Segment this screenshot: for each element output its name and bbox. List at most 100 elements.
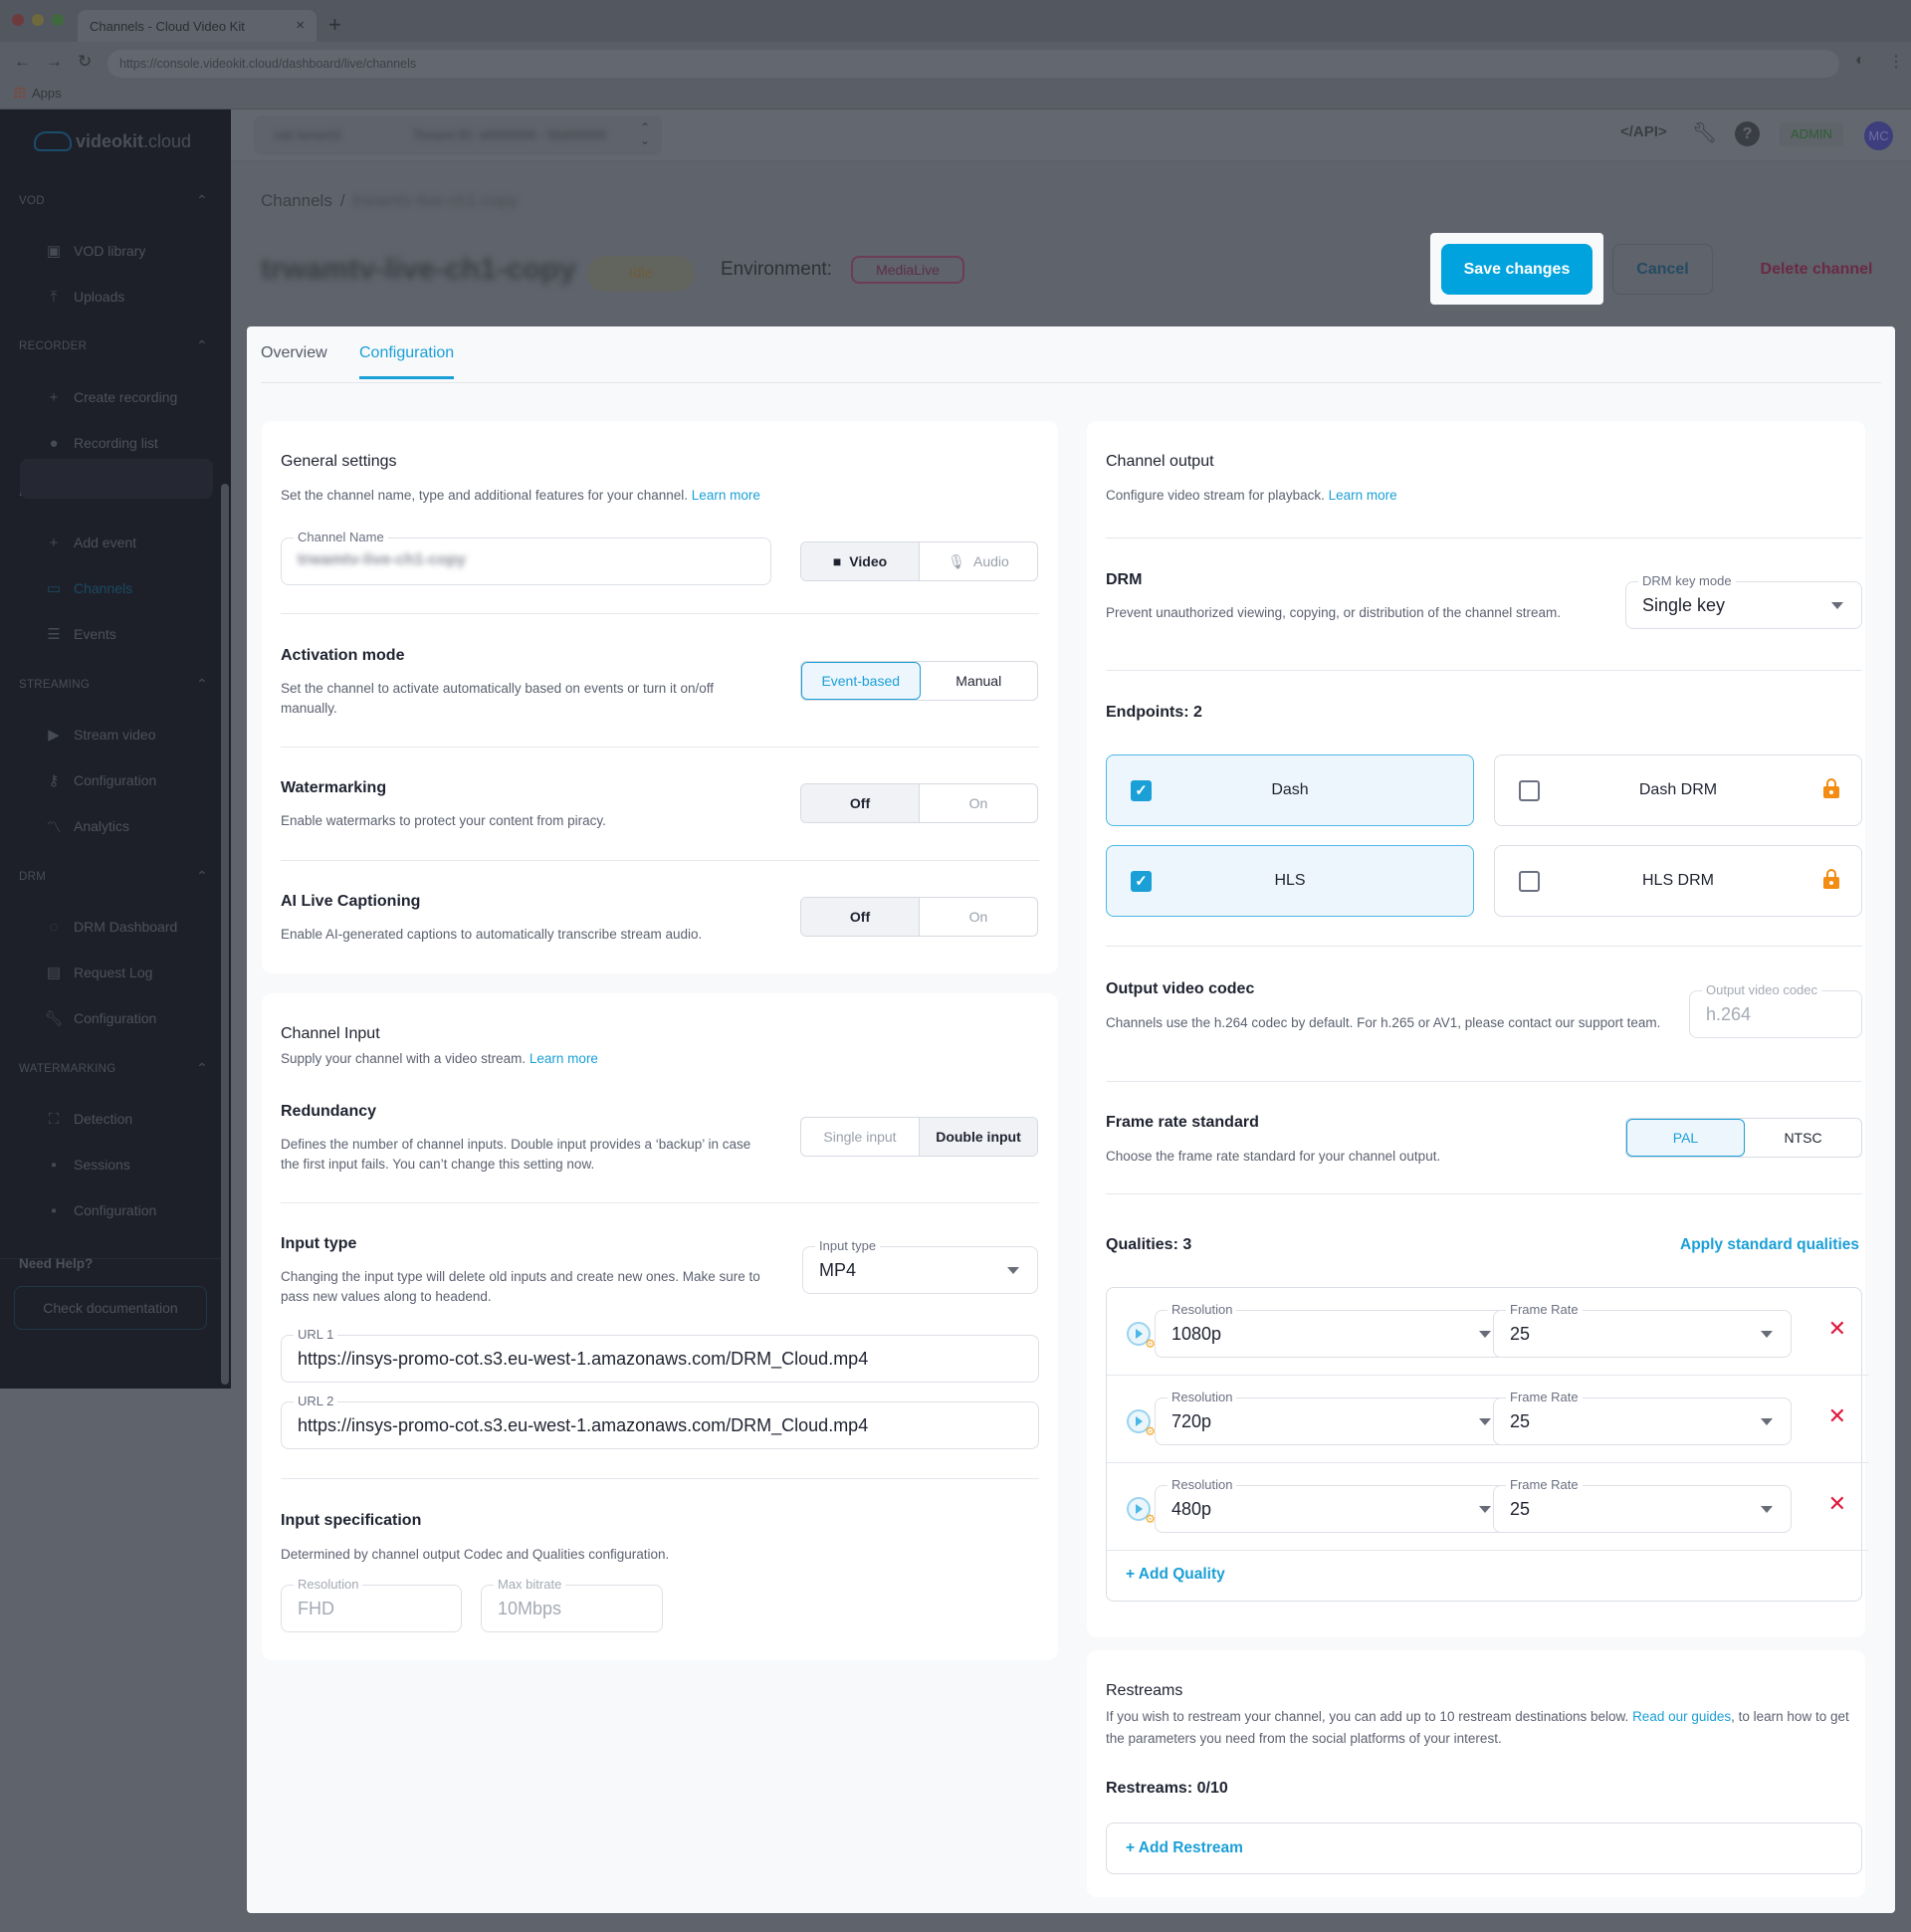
url1-field[interactable]: URL 1 https://insys-promo-cot.s3.eu-west…: [281, 1327, 1039, 1383]
save-changes-button[interactable]: Save changes: [1441, 244, 1592, 295]
read-guides-link[interactable]: Read our guides: [1632, 1709, 1732, 1724]
close-tab-icon[interactable]: ×: [296, 17, 305, 34]
redundancy-double-option[interactable]: Double input: [919, 1118, 1037, 1156]
check-documentation-button[interactable]: Check documentation: [14, 1286, 207, 1330]
sidebar-item-create-recording[interactable]: + Create recording: [44, 386, 178, 408]
sidebar-item-drm-dashboard[interactable]: ◌ DRM Dashboard: [44, 916, 178, 938]
sidebar-section-drm[interactable]: DRM ⌃: [19, 868, 208, 884]
quality-framerate-select[interactable]: Frame Rate 25: [1493, 1390, 1792, 1445]
cancel-button[interactable]: Cancel: [1612, 244, 1713, 295]
sidebar-section-vod[interactable]: VOD ⌃: [19, 192, 208, 208]
channel-name-field[interactable]: Channel Name trwamtv-live-ch1-copy: [281, 530, 771, 585]
watermarking-off-option[interactable]: Off: [801, 784, 919, 822]
add-restream-box[interactable]: + Add Restream: [1106, 1823, 1862, 1874]
quality-resolution-select[interactable]: Resolution 1080p: [1155, 1302, 1510, 1358]
chevron-up-icon[interactable]: ⌃: [195, 868, 208, 884]
bookmark-apps[interactable]: Apps: [14, 86, 62, 101]
divider: [281, 747, 1039, 748]
extension-icon[interactable]: ◐: [1855, 52, 1865, 69]
activation-manual-option[interactable]: Manual: [956, 673, 1002, 689]
wrench-icon[interactable]: 🔧︎: [1692, 122, 1718, 144]
activation-event-based-option[interactable]: Event-based: [801, 662, 921, 700]
sidebar-item-streaming-configuration[interactable]: ⚷ Configuration: [44, 769, 157, 791]
help-icon[interactable]: ?: [1735, 121, 1760, 146]
endpoint-hls-drm[interactable]: HLS DRM: [1494, 845, 1862, 917]
redundancy-single-option[interactable]: Single input: [823, 1129, 897, 1145]
window-close-dot[interactable]: [12, 14, 24, 26]
back-icon[interactable]: ←: [14, 52, 31, 71]
sidebar-section-recorder[interactable]: RECORDER ⌃: [19, 337, 208, 353]
reload-icon[interactable]: ↻: [78, 52, 93, 71]
remove-quality-icon[interactable]: ✕: [1827, 1403, 1846, 1428]
api-link[interactable]: </API>: [1620, 123, 1667, 140]
remove-quality-icon[interactable]: ✕: [1827, 1491, 1846, 1516]
learn-more-link[interactable]: Learn more: [691, 488, 760, 503]
add-restream-button[interactable]: + Add Restream: [1126, 1839, 1243, 1856]
quality-framerate-select[interactable]: Frame Rate 25: [1493, 1302, 1792, 1358]
avatar[interactable]: MC: [1864, 121, 1893, 150]
sidebar-item-analytics[interactable]: 〽 Analytics: [44, 815, 129, 837]
checkbox-unchecked[interactable]: [1519, 871, 1540, 892]
endpoint-hls[interactable]: ✓ HLS: [1106, 845, 1474, 917]
sidebar-scrollbar[interactable]: [221, 484, 229, 1385]
new-tab-icon[interactable]: +: [328, 12, 341, 37]
sidebar-section-streaming[interactable]: STREAMING ⌃: [19, 676, 208, 692]
sidebar-item-watermarking-configuration[interactable]: ▪ Configuration: [44, 1199, 156, 1221]
chevron-up-icon[interactable]: ⌃: [195, 676, 208, 692]
type-video-option[interactable]: ■ Video: [801, 542, 919, 580]
drm-key-mode-select[interactable]: DRM key mode Single key: [1625, 573, 1862, 629]
forward-icon[interactable]: →: [46, 52, 63, 71]
endpoint-dash-drm[interactable]: Dash DRM: [1494, 754, 1862, 826]
apply-standard-qualities-link[interactable]: Apply standard qualities: [1680, 1236, 1860, 1253]
frame-rate-pal-option[interactable]: PAL: [1626, 1119, 1745, 1157]
quality-resolution-select[interactable]: Resolution 720p: [1155, 1390, 1510, 1445]
quality-framerate-select[interactable]: Frame Rate 25: [1493, 1477, 1792, 1533]
ai-captioning-off-option[interactable]: Off: [801, 898, 919, 936]
quality-resolution-select[interactable]: Resolution 480p: [1155, 1477, 1510, 1533]
tab-configuration[interactable]: Configuration: [359, 344, 455, 379]
checkbox-unchecked[interactable]: [1519, 780, 1540, 801]
sidebar-item-uploads[interactable]: ⤒ Uploads: [44, 286, 125, 308]
browser-menu-icon[interactable]: ⋮: [1888, 54, 1904, 71]
checkbox-checked[interactable]: ✓: [1131, 871, 1152, 892]
sidebar-item-detection[interactable]: ⛶ Detection: [44, 1108, 132, 1130]
frame-rate-ntsc-option[interactable]: NTSC: [1784, 1130, 1822, 1146]
tab-overview[interactable]: Overview: [261, 344, 327, 361]
endpoint-dash[interactable]: ✓ Dash: [1106, 754, 1474, 826]
watermarking-on-option[interactable]: On: [919, 784, 1037, 822]
chevron-up-icon[interactable]: ⌃: [195, 1060, 208, 1076]
sidebar-section-watermarking[interactable]: WATERMARKING ⌃: [19, 1060, 208, 1076]
sidebar-item-recording-list[interactable]: ● Recording list: [44, 432, 157, 454]
learn-more-link[interactable]: Learn more: [529, 1051, 598, 1066]
chevron-up-icon[interactable]: ⌃: [195, 192, 208, 208]
address-bar[interactable]: https://console.videokit.cloud/dashboard…: [107, 50, 1839, 78]
window-zoom-dot[interactable]: [52, 14, 64, 26]
environment-badge: MediaLive: [851, 256, 964, 284]
ai-captioning-desc: Enable AI-generated captions to automati…: [281, 927, 703, 942]
window-minimize-dot[interactable]: [32, 14, 44, 26]
sidebar-item-drm-configuration[interactable]: 🔧︎ Configuration: [44, 1007, 156, 1029]
type-audio-option[interactable]: 🎙︎ Audio: [919, 542, 1037, 580]
sidebar-item-events[interactable]: ☰ Events: [44, 623, 116, 645]
url2-field[interactable]: URL 2 https://insys-promo-cot.s3.eu-west…: [281, 1394, 1039, 1449]
sidebar-item-sessions[interactable]: ▪ Sessions: [44, 1154, 129, 1176]
sidebar-item-stream-video[interactable]: ▶ Stream video: [44, 724, 155, 746]
sidebar-item-vod-library[interactable]: ▣ VOD library: [44, 240, 145, 262]
add-quality-button[interactable]: + Add Quality: [1126, 1566, 1225, 1583]
ai-captioning-on-option[interactable]: On: [919, 898, 1037, 936]
lock-icon: [1823, 869, 1839, 889]
learn-more-link[interactable]: Learn more: [1328, 488, 1397, 503]
sidebar-item-channels[interactable]: ▭ Channels: [44, 577, 132, 599]
input-type-select[interactable]: Input type MP4: [802, 1238, 1038, 1294]
section-title: VOD: [19, 195, 45, 207]
chevron-up-icon[interactable]: ⌃: [195, 337, 208, 353]
tenant-selector[interactable]: vat tenant1 Tenant ID: a0000000 - 0b0000…: [254, 115, 662, 155]
browser-tab[interactable]: Channels - Cloud Video Kit ×: [78, 10, 317, 42]
logo[interactable]: videokit.cloud: [34, 131, 191, 152]
breadcrumb-channels[interactable]: Channels: [261, 191, 332, 210]
delete-channel-button[interactable]: Delete channel: [1760, 261, 1873, 278]
remove-quality-icon[interactable]: ✕: [1827, 1316, 1846, 1341]
sidebar-item-request-log[interactable]: ▤ Request Log: [44, 962, 153, 983]
sidebar-item-add-event[interactable]: + Add event: [44, 532, 136, 553]
checkbox-checked[interactable]: ✓: [1131, 780, 1152, 801]
